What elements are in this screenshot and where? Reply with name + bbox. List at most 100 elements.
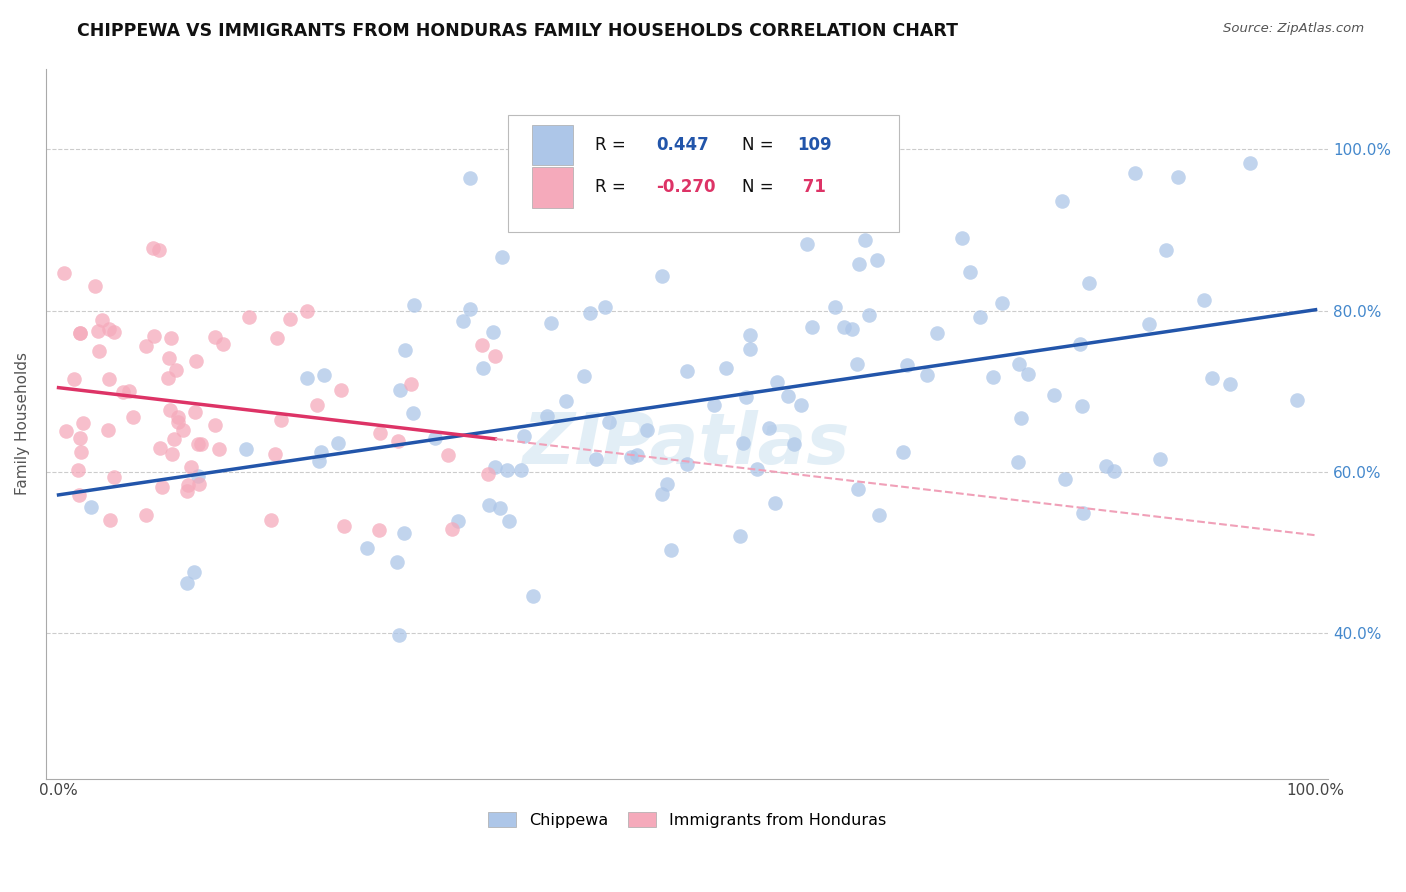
Point: [176, 483, 198, 498]
Point: [1123, 165, 1146, 179]
Point: [55, 425, 77, 439]
Point: [522, 589, 544, 603]
Point: [1201, 371, 1223, 385]
Point: [1071, 399, 1094, 413]
Point: [496, 463, 519, 477]
Point: [150, 480, 173, 494]
Point: [915, 368, 938, 383]
Point: [389, 383, 412, 397]
Point: [758, 421, 780, 435]
Point: [579, 306, 602, 320]
Point: [969, 310, 991, 324]
Point: [388, 628, 411, 642]
Point: [160, 331, 183, 345]
Point: [1219, 376, 1241, 391]
Point: [796, 236, 818, 251]
Point: [307, 398, 329, 412]
FancyBboxPatch shape: [531, 167, 572, 208]
Point: [166, 410, 188, 425]
Point: [1285, 392, 1308, 407]
Point: [925, 326, 948, 340]
Point: [368, 523, 391, 537]
Point: [1239, 156, 1261, 170]
Point: [477, 467, 499, 481]
Point: [1069, 337, 1091, 351]
Point: [312, 368, 335, 383]
Point: [703, 398, 725, 412]
Point: [728, 529, 751, 543]
Point: [952, 231, 974, 245]
Point: [858, 308, 880, 322]
Point: [235, 442, 257, 457]
Point: [747, 462, 769, 476]
Point: [651, 486, 673, 500]
Point: [183, 405, 205, 419]
Point: [498, 514, 520, 528]
Point: [1008, 358, 1031, 372]
Point: [1167, 170, 1189, 185]
Point: [87, 344, 110, 359]
Point: [183, 565, 205, 579]
Point: [763, 496, 786, 510]
Point: [536, 409, 558, 424]
Point: [824, 300, 846, 314]
Point: [70, 445, 93, 459]
Point: [458, 170, 481, 185]
Point: [1071, 506, 1094, 520]
Point: [91, 313, 114, 327]
Point: [440, 522, 463, 536]
Point: [868, 508, 890, 522]
Point: [270, 413, 292, 427]
Point: [212, 336, 235, 351]
Point: [714, 361, 737, 376]
Point: [135, 508, 157, 522]
Point: [177, 478, 200, 492]
Point: [190, 436, 212, 450]
Point: [766, 375, 789, 389]
Point: [162, 432, 184, 446]
Point: [135, 339, 157, 353]
Text: Source: ZipAtlas.com: Source: ZipAtlas.com: [1223, 22, 1364, 36]
Point: [311, 445, 333, 459]
Point: [740, 343, 762, 357]
Point: [260, 513, 283, 527]
Point: [841, 322, 863, 336]
Point: [451, 314, 474, 328]
Point: [513, 429, 536, 443]
Point: [72, 416, 94, 430]
Point: [484, 349, 506, 363]
Point: [53, 266, 76, 280]
Point: [733, 436, 755, 450]
Point: [891, 444, 914, 458]
Point: [447, 514, 470, 528]
Point: [295, 303, 318, 318]
Point: [402, 406, 425, 420]
Point: [738, 328, 761, 343]
Point: [1017, 368, 1039, 382]
Point: [63, 372, 86, 386]
Point: [69, 326, 91, 340]
Point: [156, 371, 179, 385]
Point: [1010, 411, 1032, 425]
Point: [790, 398, 813, 412]
Point: [79, 500, 101, 515]
Point: [471, 338, 494, 352]
Point: [67, 488, 90, 502]
Point: [356, 541, 378, 555]
Point: [98, 513, 121, 527]
Point: [387, 434, 409, 448]
Point: [651, 269, 673, 284]
Point: [118, 384, 141, 399]
Point: [1043, 388, 1066, 402]
Point: [489, 501, 512, 516]
Point: [103, 325, 125, 339]
Text: CHIPPEWA VS IMMIGRANTS FROM HONDURAS FAMILY HOUSEHOLDS CORRELATION CHART: CHIPPEWA VS IMMIGRANTS FROM HONDURAS FAM…: [77, 22, 959, 40]
Point: [266, 331, 288, 345]
Point: [1154, 244, 1177, 258]
Point: [295, 371, 318, 385]
Point: [394, 525, 416, 540]
Point: [848, 257, 870, 271]
Point: [834, 320, 856, 334]
Point: [478, 498, 501, 512]
Point: [481, 325, 503, 339]
